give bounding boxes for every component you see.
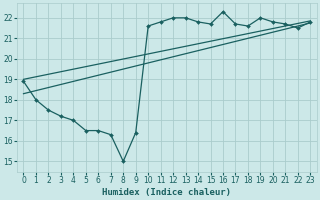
X-axis label: Humidex (Indice chaleur): Humidex (Indice chaleur) bbox=[102, 188, 231, 197]
